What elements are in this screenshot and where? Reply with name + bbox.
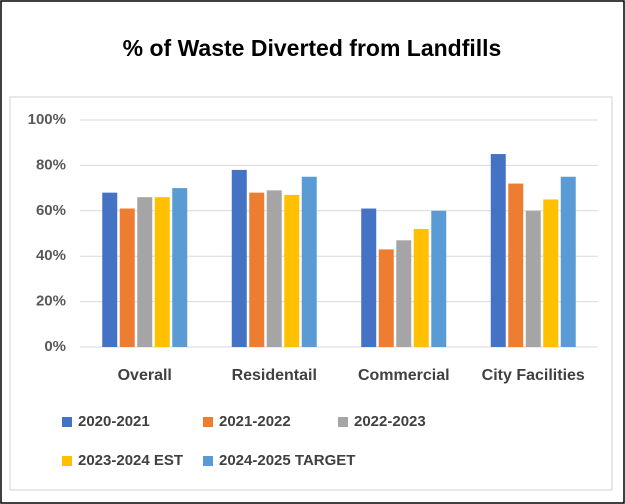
- bar: [396, 240, 412, 347]
- legend-swatch: [62, 456, 72, 466]
- bar: [525, 210, 541, 347]
- bar: [543, 199, 559, 347]
- x-tick-label: City Facilities: [482, 367, 585, 384]
- bar: [284, 194, 300, 347]
- x-tick-label: Residentail: [232, 367, 317, 384]
- bar: [378, 249, 394, 347]
- y-tick-label: 60%: [36, 202, 66, 219]
- bar: [301, 176, 317, 347]
- bar: [172, 188, 188, 347]
- bar: [137, 197, 153, 347]
- legend-label: 2024-2025 TARGET: [219, 452, 355, 469]
- y-tick-label: 0%: [44, 338, 66, 355]
- bar: [560, 176, 576, 347]
- y-tick-label: 80%: [36, 156, 66, 173]
- bar: [231, 169, 247, 347]
- bar: [508, 183, 524, 347]
- legend-label: 2020-2021: [78, 413, 150, 430]
- chart-title: % of Waste Diverted from Landfills: [123, 35, 502, 61]
- legend-label: 2022-2023: [354, 413, 426, 430]
- bar: [361, 208, 377, 347]
- bar: [119, 208, 135, 347]
- bar: [490, 154, 506, 347]
- legend-swatch: [203, 417, 213, 427]
- bar: [154, 197, 170, 347]
- legend-swatch: [62, 417, 72, 427]
- bar: [413, 228, 429, 347]
- x-tick-label: Overall: [118, 367, 172, 384]
- y-tick-label: 40%: [36, 247, 66, 264]
- legend-swatch: [203, 456, 213, 466]
- bar: [266, 190, 282, 347]
- legend-label: 2021-2022: [219, 413, 291, 430]
- x-tick-label: Commercial: [358, 367, 450, 384]
- bar: [431, 210, 447, 347]
- bar: [249, 192, 265, 347]
- bar: [102, 192, 118, 347]
- y-tick-label: 100%: [28, 111, 66, 128]
- legend-label: 2023-2024 EST: [78, 452, 183, 469]
- legend-swatch: [338, 417, 348, 427]
- y-tick-label: 20%: [36, 293, 66, 310]
